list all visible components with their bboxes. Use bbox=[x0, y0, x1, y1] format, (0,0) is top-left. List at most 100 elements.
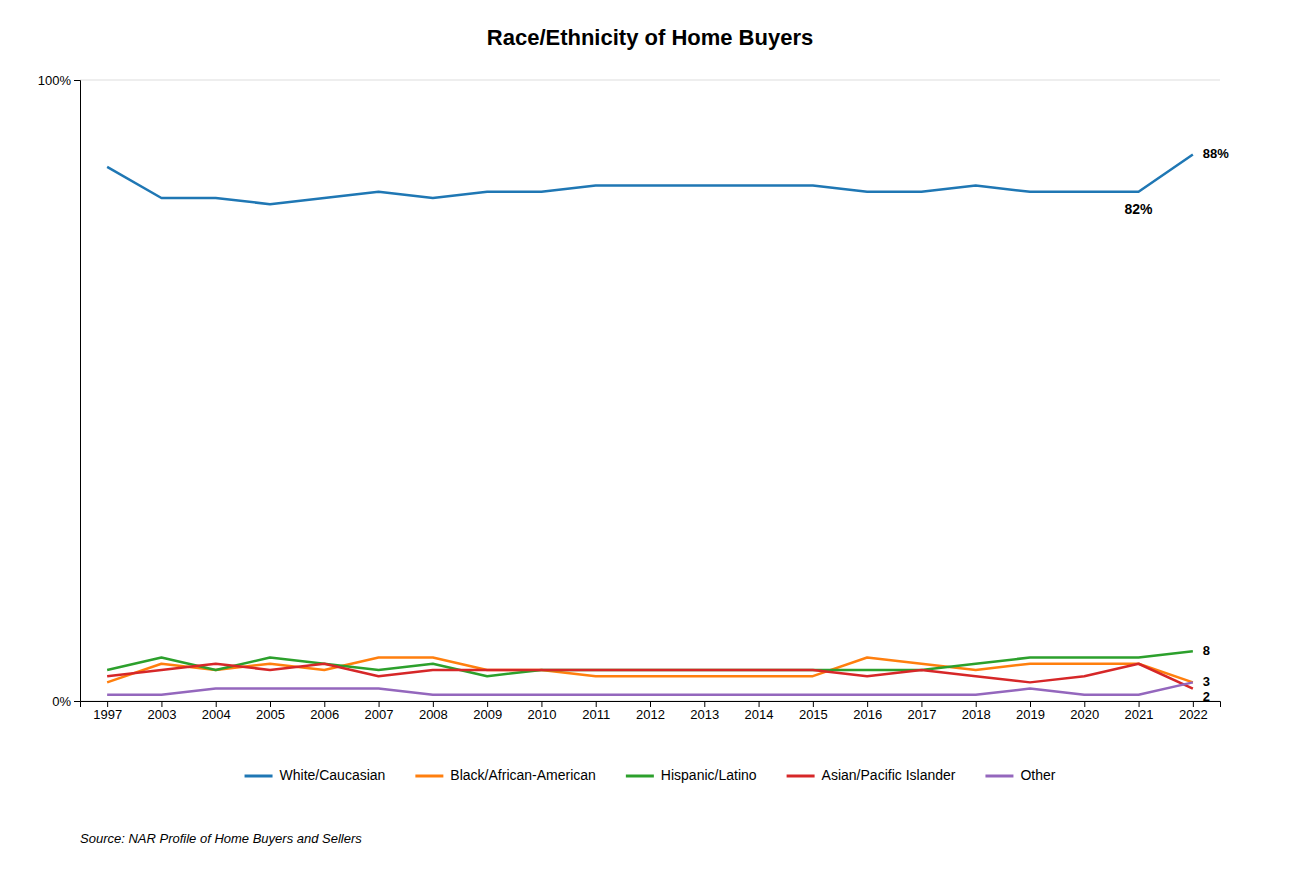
x-tick-mark bbox=[216, 701, 217, 707]
x-tick-mark bbox=[596, 701, 597, 707]
legend-swatch bbox=[787, 775, 815, 778]
legend-label: White/Caucasian bbox=[280, 767, 386, 783]
x-tick: 2019 bbox=[1016, 701, 1045, 722]
legend-item: Hispanic/Latino bbox=[626, 767, 757, 783]
x-tick-mark bbox=[270, 701, 271, 707]
x-tick-label: 2019 bbox=[1016, 707, 1045, 722]
x-tick: 2010 bbox=[527, 701, 556, 722]
series-line bbox=[107, 682, 1193, 694]
x-tick: 2016 bbox=[853, 701, 882, 722]
x-tick-mark bbox=[541, 701, 542, 707]
y-axis-line bbox=[74, 81, 81, 702]
x-tick: 2017 bbox=[907, 701, 936, 722]
x-tick-label: 2010 bbox=[527, 707, 556, 722]
x-tick-mark bbox=[487, 701, 488, 707]
x-tick: 2012 bbox=[636, 701, 665, 722]
x-tick: 2007 bbox=[365, 701, 394, 722]
x-tick-mark bbox=[813, 701, 814, 707]
x-tick: 2015 bbox=[799, 701, 828, 722]
end-label: 2 bbox=[1203, 689, 1210, 704]
x-tick-label: 2018 bbox=[962, 707, 991, 722]
grid-line bbox=[80, 80, 1220, 81]
x-tick-label: 2013 bbox=[690, 707, 719, 722]
x-tick: 2008 bbox=[419, 701, 448, 722]
x-tick-label: 1997 bbox=[93, 707, 122, 722]
x-tick-mark bbox=[867, 701, 868, 707]
chart: Race/Ethnicity of Home Buyers 0% 100% 1997 2… bbox=[0, 0, 1300, 871]
x-tick-mark bbox=[704, 701, 705, 707]
x-tick-label: 2011 bbox=[582, 707, 610, 722]
x-tick-label: 2008 bbox=[419, 707, 448, 722]
x-tick-mark bbox=[921, 701, 922, 707]
legend-label: Hispanic/Latino bbox=[661, 767, 757, 783]
x-tick-label: 2006 bbox=[310, 707, 339, 722]
x-tick-label: 2003 bbox=[147, 707, 176, 722]
x-tick: 2005 bbox=[256, 701, 285, 722]
x-tick-label: 2007 bbox=[365, 707, 394, 722]
y-tick: 100% bbox=[38, 73, 80, 88]
legend-swatch bbox=[415, 775, 443, 778]
legend-label: Asian/Pacific Islander bbox=[822, 767, 956, 783]
legend-label: Black/African-American bbox=[450, 767, 596, 783]
x-tick: 2009 bbox=[473, 701, 502, 722]
source: Source: NAR Profile of Home Buyers and S… bbox=[80, 831, 362, 846]
y-tick-mark bbox=[74, 701, 80, 702]
x-tick: 2018 bbox=[962, 701, 991, 722]
y-tick-label: 100% bbox=[38, 73, 72, 88]
plot: 0%100%1997200320042005200620072008200920… bbox=[38, 73, 1230, 723]
legend-item: Asian/Pacific Islander bbox=[787, 767, 956, 783]
end-label: 8 bbox=[1203, 643, 1210, 658]
end-label: 3 bbox=[1203, 674, 1210, 689]
x-tick-mark bbox=[433, 701, 434, 707]
series-line bbox=[107, 155, 1193, 205]
x-tick: 2014 bbox=[745, 701, 774, 722]
legend-item: White/Caucasian bbox=[245, 767, 386, 783]
x-tick-mark bbox=[1030, 701, 1031, 707]
legend: White/Caucasian Black/African-American His… bbox=[245, 767, 1056, 783]
y-tick-mark bbox=[74, 80, 80, 81]
x-tick: 2020 bbox=[1070, 701, 1099, 722]
x-tick-mark bbox=[1084, 701, 1085, 707]
series-line bbox=[107, 651, 1193, 676]
y-tick-label: 0% bbox=[52, 694, 71, 709]
x-tick-label: 2009 bbox=[473, 707, 502, 722]
x-tick: 1997 bbox=[93, 701, 122, 722]
x-tick-mark bbox=[1139, 701, 1140, 707]
x-tick-label: 2022 bbox=[1179, 707, 1208, 722]
y-axis: 0% 100% bbox=[38, 73, 81, 709]
grid bbox=[80, 80, 1220, 701]
x-tick: 2011 bbox=[582, 701, 610, 722]
x-axis: 1997 2003 2004 2005 2006 2007 2008 2009 2010 2011… bbox=[81, 701, 1221, 722]
series-group bbox=[107, 155, 1193, 695]
x-tick-mark bbox=[324, 701, 325, 707]
x-tick-mark bbox=[1193, 701, 1194, 707]
x-tick-label: 2020 bbox=[1070, 707, 1099, 722]
x-tick-label: 2004 bbox=[202, 707, 231, 722]
x-tick-mark bbox=[161, 701, 162, 707]
x-tick-label: 2015 bbox=[799, 707, 828, 722]
x-tick: 2022 bbox=[1179, 701, 1208, 722]
x-tick-label: 2012 bbox=[636, 707, 665, 722]
legend-item: Black/African-American bbox=[415, 767, 596, 783]
x-tick-label: 2005 bbox=[256, 707, 285, 722]
annotations: 82%88%832 bbox=[1125, 146, 1230, 704]
title: Race/Ethnicity of Home Buyers bbox=[487, 25, 813, 50]
x-tick-label: 2014 bbox=[745, 707, 774, 722]
legend-swatch bbox=[626, 775, 654, 778]
x-tick-label: 2021 bbox=[1125, 707, 1154, 722]
legend-swatch bbox=[245, 775, 273, 778]
legend-item: Other bbox=[985, 767, 1055, 783]
x-tick: 2013 bbox=[690, 701, 719, 722]
legend-label: Other bbox=[1020, 767, 1055, 783]
x-tick-mark bbox=[650, 701, 651, 707]
x-tick-mark bbox=[759, 701, 760, 707]
x-tick-label: 2017 bbox=[907, 707, 936, 722]
x-tick: 2003 bbox=[147, 701, 176, 722]
y-tick: 0% bbox=[52, 694, 80, 709]
x-tick: 2004 bbox=[202, 701, 231, 722]
x-tick-mark bbox=[379, 701, 380, 707]
x-axis-line bbox=[81, 702, 1221, 708]
series-line bbox=[107, 664, 1193, 689]
x-tick: 2006 bbox=[310, 701, 339, 722]
annotation: 82% bbox=[1125, 201, 1154, 217]
